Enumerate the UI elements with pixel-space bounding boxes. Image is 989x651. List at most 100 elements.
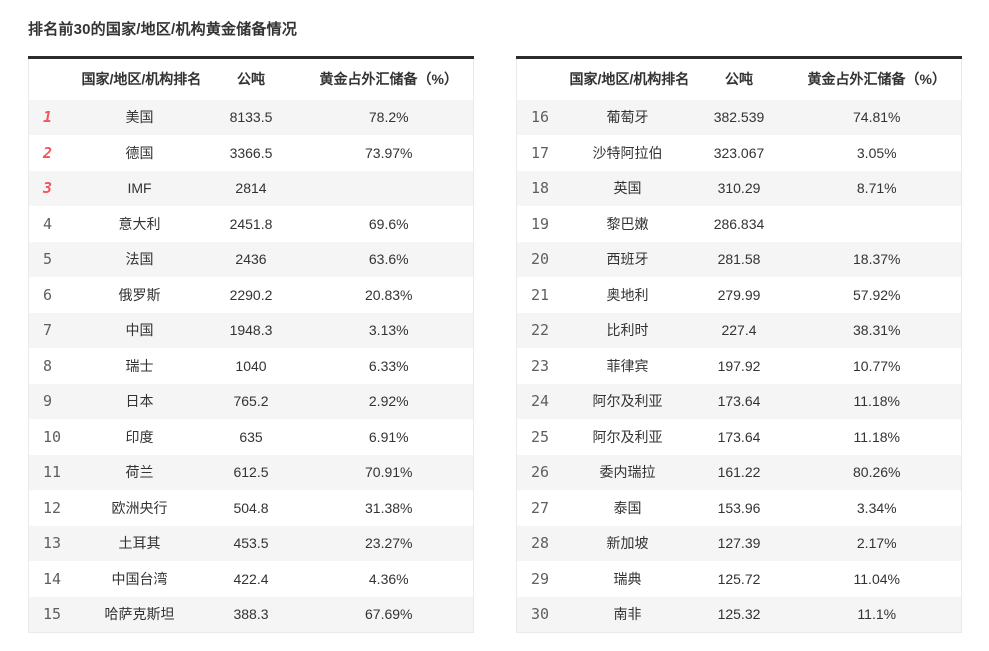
country-cell: IMF	[127, 180, 152, 197]
table-header: 国家/地区/机构排名 公吨 黄金占外汇储备（%）	[516, 57, 962, 100]
tons-cell: 2814	[235, 180, 267, 197]
country-cell: 意大利	[118, 215, 161, 232]
rank-cell: 15	[43, 605, 62, 623]
rank-cell: 13	[43, 534, 62, 553]
pct-cell: 2.92%	[368, 393, 409, 410]
table-row: 12 欧洲央行 504.8 31.38%	[28, 490, 474, 526]
country-cell: 德国	[125, 144, 154, 161]
tons-cell: 2290.2	[229, 286, 273, 303]
pct-cell: 3.05%	[856, 144, 897, 161]
country-cell: 黎巴嫩	[606, 215, 649, 232]
pct-cell: 70.91%	[365, 464, 413, 481]
table-row: 7 中国 1948.3 3.13%	[28, 312, 474, 348]
gold-table-right: 国家/地区/机构排名 公吨 黄金占外汇储备（%） 16 葡萄牙 382.539 74.…	[516, 56, 962, 633]
rank-cell: 9	[43, 392, 53, 411]
tons-cell: 197.92	[717, 357, 761, 374]
tons-cell: 8133.5	[229, 109, 273, 126]
tons-cell: 3366.5	[229, 144, 273, 161]
tables-container: 国家/地区/机构排名 公吨 黄金占外汇储备（%） 1 美国 8133.5 78.2% 2…	[28, 56, 962, 633]
table-row: 10 印度 635 6.91%	[28, 419, 474, 455]
pct-cell: 2.17%	[856, 535, 897, 552]
country-cell: 新加坡	[606, 535, 649, 552]
rank-cell: 17	[531, 143, 550, 162]
pct-cell: 38.31%	[853, 322, 901, 339]
rank-column-header	[28, 57, 82, 100]
rank-column-header	[516, 57, 570, 100]
country-cell: 南非	[613, 606, 642, 622]
tons-cell: 173.64	[717, 428, 761, 445]
table-row: 26 委内瑞拉 161.22 80.26%	[516, 454, 962, 490]
country-cell: 英国	[613, 180, 642, 197]
pct-cell: 11.04%	[853, 570, 900, 587]
table-row: 13 土耳其 453.5 23.27%	[28, 525, 474, 561]
tons-cell: 635	[239, 428, 263, 445]
pct-cell: 3.34%	[856, 499, 897, 516]
rank-cell: 1	[43, 108, 53, 127]
rank-cell: 18	[531, 179, 550, 198]
pct-cell: 74.81%	[853, 109, 901, 126]
tons-cell: 1948.3	[229, 322, 273, 339]
table-row: 19 黎巴嫩 286.834	[516, 206, 962, 242]
pct-cell: 78.2%	[368, 109, 409, 126]
rank-cell: 16	[531, 108, 550, 127]
table-row: 20 西班牙 281.58 18.37%	[516, 241, 962, 277]
tons-cell: 765.2	[233, 393, 269, 410]
pct-cell: 11.18%	[853, 393, 900, 410]
tons-cell: 127.39	[717, 535, 761, 552]
table-row: 14 中国台湾 422.4 4.36%	[28, 561, 474, 597]
pct-cell: 73.97%	[365, 144, 413, 161]
country-column-header: 国家/地区/机构排名	[569, 57, 689, 100]
tons-cell: 227.4	[721, 322, 757, 339]
tons-cell: 504.8	[233, 499, 269, 516]
table-row: 2 德国 3366.5 73.97%	[28, 135, 474, 171]
country-cell: 西班牙	[606, 251, 649, 268]
pct-cell: 57.92%	[853, 286, 901, 303]
table-row: 1 美国 8133.5 78.2%	[28, 99, 474, 135]
tons-cell: 173.64	[717, 393, 761, 410]
tons-cell: 125.72	[717, 570, 761, 587]
rank-cell: 6	[43, 285, 53, 304]
pct-cell: 6.33%	[368, 357, 409, 374]
tons-cell: 125.32	[717, 606, 761, 622]
rank-cell: 27	[531, 498, 550, 517]
page-title: 排名前30的国家/地区/机构黄金储备情况	[28, 21, 298, 38]
tons-cell: 2451.8	[229, 215, 273, 232]
country-cell: 美国	[125, 109, 154, 126]
tons-cell: 281.58	[717, 251, 761, 268]
table-row: 9 日本 765.2 2.92%	[28, 383, 474, 419]
country-cell: 委内瑞拉	[599, 464, 656, 481]
pct-column-header: 黄金占外汇储备（%）	[792, 57, 962, 100]
country-cell: 印度	[125, 428, 154, 445]
rank-cell: 8	[43, 356, 53, 375]
tons-cell: 612.5	[233, 464, 269, 481]
country-cell: 瑞士	[125, 357, 154, 374]
rank-cell: 19	[531, 214, 550, 233]
table-body-right: 16 葡萄牙 382.539 74.81% 17 沙特阿拉伯 323.067 3.05% 18 英…	[516, 99, 962, 632]
country-cell: 俄罗斯	[118, 286, 161, 303]
gold-table-left: 国家/地区/机构排名 公吨 黄金占外汇储备（%） 1 美国 8133.5 78.2% 2…	[28, 56, 474, 633]
table-row: 11 荷兰 612.5 70.91%	[28, 454, 474, 490]
header-row: 国家/地区/机构排名 公吨 黄金占外汇储备（%）	[516, 57, 962, 100]
rank-cell: 23	[531, 356, 550, 375]
rank-cell: 11	[43, 463, 62, 482]
country-cell: 葡萄牙	[606, 109, 649, 126]
pct-cell: 80.26%	[853, 464, 901, 481]
pct-cell: 11.1%	[857, 606, 897, 622]
table-row: 8 瑞士 1040 6.33%	[28, 348, 474, 384]
pct-cell: 31.38%	[365, 499, 413, 516]
country-cell: 欧洲央行	[111, 499, 168, 516]
pct-column-header: 黄金占外汇储备（%）	[304, 57, 474, 100]
tons-cell: 161.22	[717, 464, 761, 481]
pct-cell	[305, 171, 474, 207]
rank-cell: 20	[531, 250, 550, 269]
pct-cell: 6.91%	[368, 428, 409, 445]
country-cell: 土耳其	[118, 535, 161, 552]
table-row: 5 法国 2436 63.6%	[28, 241, 474, 277]
pct-cell: 10.77%	[853, 357, 901, 374]
tons-cell: 286.834	[713, 215, 765, 232]
pct-cell	[793, 206, 962, 242]
table-row: 6 俄罗斯 2290.2 20.83%	[28, 277, 474, 313]
tons-column-header: 公吨	[685, 57, 793, 100]
country-cell: 日本	[125, 393, 154, 410]
